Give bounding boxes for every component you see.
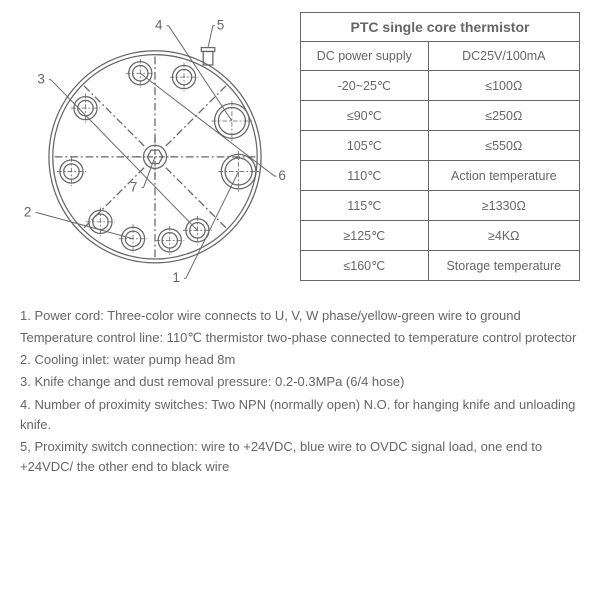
flange-diagram: 1 2 3 4 5 6 7 [20,12,290,292]
callout-label-1: 1 [172,270,180,285]
table-title: PTC single core thermistor [301,13,580,42]
note-line: 3. Knife change and dust removal pressur… [20,372,580,392]
notes-section: 1. Power cord: Three-color wire connects… [20,306,580,477]
callout-label-4: 4 [155,18,163,33]
note-line: 4. Number of proximity switches: Two NPN… [20,395,580,435]
callout-label-5: 5 [217,18,225,33]
note-line: 2. Cooling inlet: water pump head 8m [20,350,580,370]
callout-label-3: 3 [37,72,45,87]
note-line: Temperature control line: 110℃ thermisto… [20,328,580,348]
table-row: ≥125℃≥4KΩ [301,221,580,251]
callout-label-2: 2 [24,205,32,220]
callout-label-7: 7 [130,180,138,195]
table-row: ≤160℃Storage temperature [301,251,580,281]
table-row: -20~25℃≤100Ω [301,71,580,101]
callout-label-6: 6 [278,168,286,183]
note-line: 5, Proximity switch connection: wire to … [20,437,580,477]
table-row: ≤90℃≤250Ω [301,101,580,131]
table-header-right: DC25V/100mA [428,42,579,71]
table-row: 105℃≤550Ω [301,131,580,161]
table-row: 115℃≥1330Ω [301,191,580,221]
table-row: 110℃Action temperature [301,161,580,191]
table-header-left: DC power supply [301,42,429,71]
note-line: 1. Power cord: Three-color wire connects… [20,306,580,326]
ptc-thermistor-table: PTC single core thermistor DC power supp… [300,12,580,281]
